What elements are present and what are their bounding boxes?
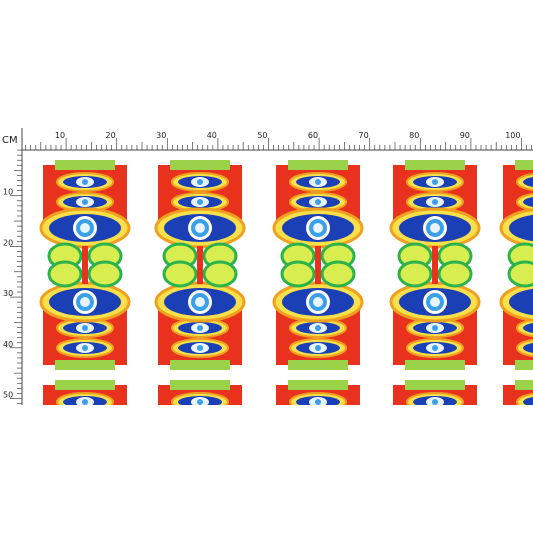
pattern	[41, 160, 533, 488]
left-ruler-label: 40	[3, 340, 13, 349]
top-ruler-label: 90	[460, 131, 470, 140]
top-ruler-label: 30	[156, 131, 166, 140]
left-ruler-label: 30	[3, 289, 13, 298]
top-ruler-label: 100	[505, 131, 520, 140]
top-ruler-label: 20	[106, 131, 116, 140]
left-ruler-label: 50	[3, 391, 13, 400]
left-ruler-label: 20	[3, 238, 13, 247]
top-ruler-label: 70	[359, 131, 369, 140]
top-ruler-label: 80	[409, 131, 419, 140]
top-ruler-label: 40	[207, 131, 217, 140]
rulers: CM 10 20 30 40 50 60 70 80 90 100 10 20 30 40 50	[2, 128, 533, 405]
unit-label: CM	[2, 135, 18, 146]
top-ruler-label: 50	[257, 131, 267, 140]
top-ruler-label: 10	[55, 131, 65, 140]
top-ruler-label: 60	[308, 131, 318, 140]
left-ruler-label: 10	[3, 188, 13, 197]
